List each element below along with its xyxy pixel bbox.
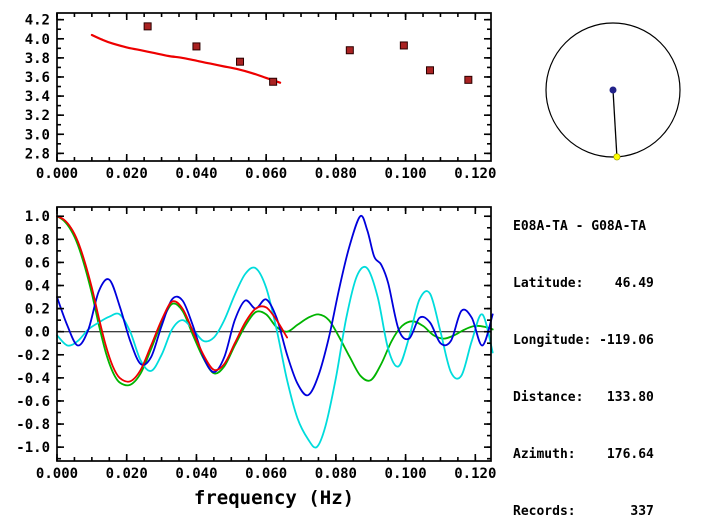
y-tick-label: -0.2: [16, 348, 50, 364]
azimuth-line: Azimuth: 176.64: [513, 447, 654, 462]
axes-frame: [56, 206, 492, 462]
y-tick-label: 0.6: [25, 255, 50, 271]
data-point-square: [464, 75, 473, 84]
data-point-square: [399, 41, 408, 50]
latitude-line: Latitude: 46.49: [513, 276, 654, 291]
series-blue-trace: [56, 214, 494, 397]
azimuth-diagram: [545, 22, 681, 161]
series-green-trace: [56, 215, 494, 387]
x-tick-label: 0.100: [385, 466, 427, 482]
x-tick-label: 0.080: [315, 166, 357, 182]
x-tick-label: 0.100: [385, 166, 427, 182]
x-tick-label: 0.080: [315, 466, 357, 482]
x-tick-label: 0.020: [106, 466, 148, 482]
y-tick-label: 1.0: [25, 209, 50, 225]
tick-marks: [56, 13, 491, 161]
y-tick-label: 3.4: [25, 89, 50, 105]
x-axis-label: frequency (Hz): [194, 487, 354, 509]
y-tick-label: 4.2: [25, 13, 50, 29]
x-tick-label: 0.040: [175, 466, 217, 482]
data-point-square: [143, 22, 152, 31]
series-cyan-trace: [56, 265, 494, 449]
azimuth-circle: [545, 22, 681, 158]
edge-station-dot: [613, 153, 621, 161]
y-tick-label: 2.8: [25, 146, 50, 162]
x-tick-label: 0.120: [454, 166, 496, 182]
data-point-square: [236, 57, 245, 66]
y-tick-label: 3.6: [25, 70, 50, 86]
x-tick-label: 0.040: [175, 166, 217, 182]
records-line: Records: 337: [513, 504, 654, 519]
data-point-square: [425, 66, 434, 75]
data-point-square: [345, 46, 354, 55]
series-phase-velocity-picks: [143, 22, 473, 86]
axes-frame: [56, 12, 492, 162]
longitude-line: Longitude: -119.06: [513, 333, 654, 348]
y-tick-label: 0.0: [25, 325, 50, 341]
waveforms-chart: 0.000 0.020 0.040 0.060 0.080 0.100 0.120 -1.0 -…: [16, 206, 496, 509]
x-tick-label: 0.000: [36, 166, 78, 182]
y-tick-label: -0.6: [16, 394, 50, 410]
x-tick-label: 0.060: [245, 466, 287, 482]
center-station-dot: [609, 86, 617, 94]
data-point-square: [269, 77, 278, 86]
x-tick-label: 0.020: [106, 166, 148, 182]
y-tick-label: -0.8: [16, 417, 50, 433]
station-pair-title: E08A-TA - G08A-TA: [513, 219, 647, 234]
y-tick-label: -0.4: [16, 371, 50, 387]
series-red-trace: [56, 215, 288, 383]
station-info-panel: E08A-TA - G08A-TA Latitude: 46.49 Longit…: [513, 179, 654, 519]
y-tick-label: 3.2: [25, 108, 50, 124]
dispersion-chart: 0.000 0.020 0.040 0.060 0.080 0.100 0.120 2.8 3.…: [25, 12, 496, 182]
y-tick-label: 0.2: [25, 302, 50, 318]
y-tick-label: 0.8: [25, 232, 50, 248]
series-phase-velocity-curve: [90, 33, 282, 84]
y-tick-label: 4.0: [25, 32, 50, 48]
y-tick-label: 3.0: [25, 127, 50, 143]
distance-line: Distance: 133.80: [513, 390, 654, 405]
y-tick-label: -1.0: [16, 440, 50, 456]
y-tick-label: 0.4: [25, 279, 50, 295]
y-tick-label: 3.8: [25, 51, 50, 67]
tick-marks: [56, 207, 491, 461]
azimuth-line-segment: [612, 89, 618, 157]
x-tick-label: 0.000: [36, 466, 78, 482]
x-tick-label: 0.060: [245, 166, 287, 182]
x-tick-label: 0.120: [454, 466, 496, 482]
data-point-square: [192, 42, 201, 51]
